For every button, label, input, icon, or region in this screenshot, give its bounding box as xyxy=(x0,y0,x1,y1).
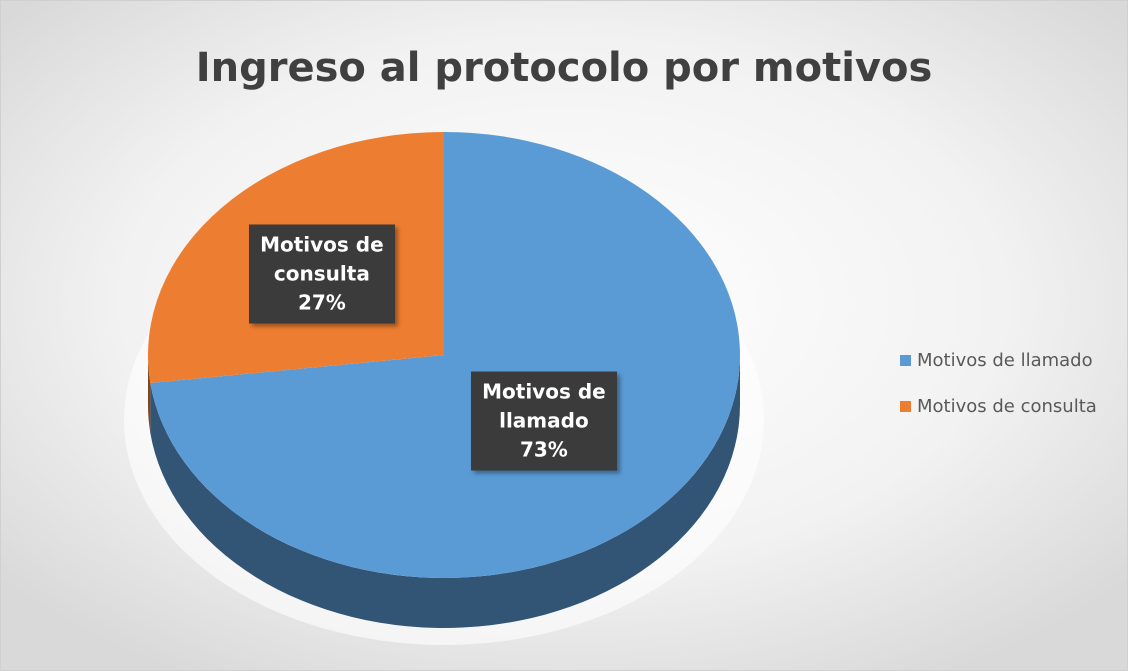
legend-item: Motivos de consulta xyxy=(900,396,1097,417)
label-value: 27% xyxy=(297,290,346,315)
data-label: Motivos de consulta 27% xyxy=(248,224,395,324)
data-label: Motivos de llamado 73% xyxy=(470,371,617,471)
label-category: Motivos de consulta xyxy=(260,232,384,286)
pie xyxy=(147,132,740,629)
chart-title: Ingreso al protocolo por motivos xyxy=(196,45,933,91)
slice-side xyxy=(148,355,151,433)
legend-label: Motivos de llamado xyxy=(917,350,1093,371)
label-category: Motivos de llamado xyxy=(482,379,606,433)
legend-swatch xyxy=(900,401,911,412)
legend-label: Motivos de consulta xyxy=(917,396,1097,417)
legend-item: Motivos de llamado xyxy=(900,350,1093,371)
slice-side xyxy=(150,355,740,629)
label-value: 73% xyxy=(519,437,568,462)
legend-swatch xyxy=(900,355,911,366)
